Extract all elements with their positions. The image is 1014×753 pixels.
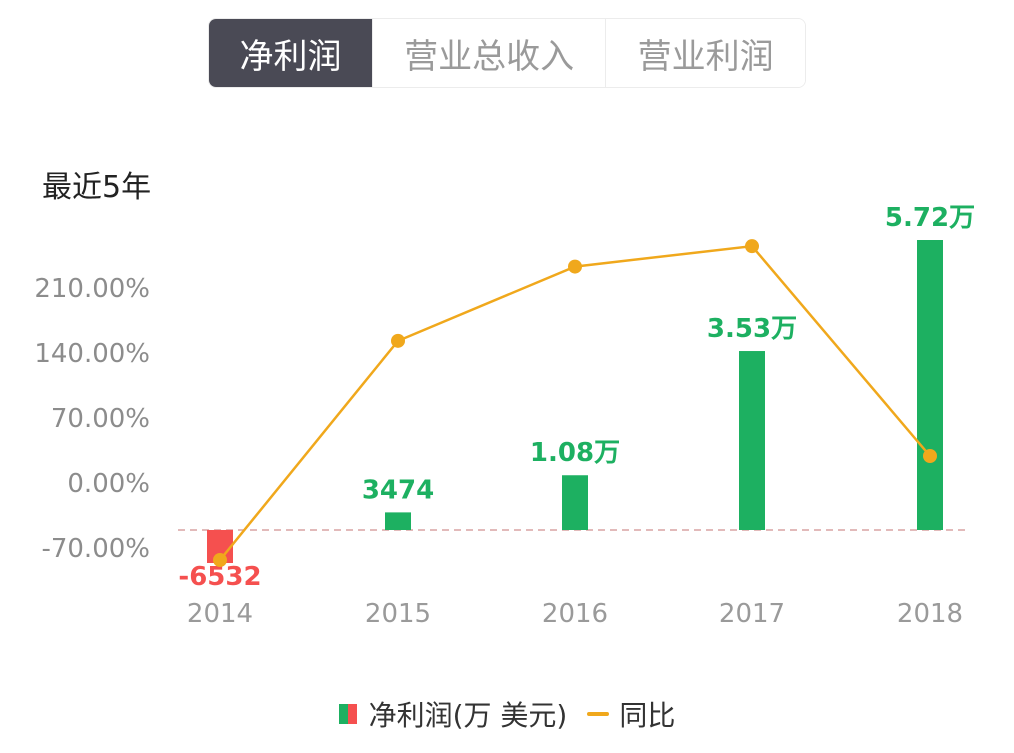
x-tick-label: 2017 [719,599,785,629]
bar-2015 [385,512,411,530]
y-tick-label: 140.00% [34,339,150,369]
chart-legend: 净利润(万 美元) 同比 [0,694,1014,734]
x-tick-label: 2014 [187,599,253,629]
y-tick-label: 70.00% [51,404,150,434]
bar-swatch-icon [338,704,357,724]
legend-item-yoy: 同比 [587,694,675,734]
line-swatch-icon [587,712,610,716]
y-tick-label: 210.00% [34,274,150,304]
bar-value-label: 3.53万 [707,314,797,344]
bar-2018 [917,240,943,530]
bar-value-label: 3474 [362,475,434,505]
yoy-point-2015 [391,333,405,348]
yoy-point-2018 [923,449,937,463]
y-tick-label: 0.00% [67,469,150,499]
bar-2016 [562,475,588,530]
legend-label-net-profit: 净利润(万 美元) [368,699,568,732]
tab-operating-profit[interactable]: 营业利润 [606,19,805,87]
yoy-point-2016 [568,259,582,274]
metric-tabs: 净利润 营业总收入 营业利润 [208,18,806,88]
tab-net-profit[interactable]: 净利润 [209,19,373,87]
yoy-point-2014 [213,553,227,567]
period-label: 最近5年 [42,170,152,205]
bar-value-label: 1.08万 [530,438,620,468]
net-profit-chart: 210.00%140.00%70.00%0.00%-70.00%-6532347… [34,203,975,629]
tab-total-revenue[interactable]: 营业总收入 [372,19,607,87]
bar-2017 [739,351,765,530]
bar-value-label: 5.72万 [885,203,975,233]
x-tick-label: 2018 [897,599,963,629]
yoy-point-2017 [745,239,759,254]
legend-label-yoy: 同比 [619,699,676,732]
x-tick-label: 2016 [542,599,608,629]
legend-item-net-profit: 净利润(万 美元) [338,694,568,734]
y-tick-label: -70.00% [41,534,150,564]
x-tick-label: 2015 [365,599,431,629]
